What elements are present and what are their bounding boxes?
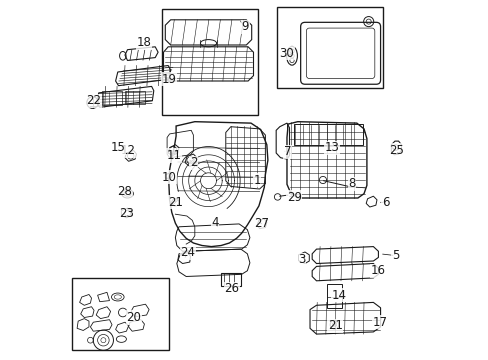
Text: 30: 30 bbox=[279, 47, 294, 60]
Text: 23: 23 bbox=[119, 207, 134, 220]
Text: 25: 25 bbox=[388, 144, 403, 157]
Text: 3: 3 bbox=[297, 253, 305, 266]
Text: 22: 22 bbox=[86, 94, 102, 107]
Text: 2: 2 bbox=[189, 156, 197, 169]
Text: 18: 18 bbox=[137, 36, 152, 49]
Text: 14: 14 bbox=[331, 289, 346, 302]
Text: 15: 15 bbox=[110, 141, 125, 154]
Text: 21: 21 bbox=[167, 196, 183, 209]
Text: 28: 28 bbox=[117, 185, 132, 198]
Text: 21: 21 bbox=[327, 319, 342, 332]
Text: 11: 11 bbox=[166, 149, 182, 162]
Text: 19: 19 bbox=[161, 73, 176, 86]
Bar bbox=[294, 124, 362, 145]
Text: 16: 16 bbox=[370, 264, 385, 277]
Text: 8: 8 bbox=[347, 177, 355, 190]
Bar bbox=[102, 91, 122, 105]
Text: 17: 17 bbox=[372, 316, 387, 329]
Text: 10: 10 bbox=[161, 171, 176, 184]
Text: 5: 5 bbox=[391, 249, 399, 262]
Text: 7: 7 bbox=[284, 145, 291, 158]
Text: 29: 29 bbox=[286, 191, 301, 204]
Bar bbox=[276, 7, 382, 88]
Text: 27: 27 bbox=[254, 217, 269, 230]
Bar bbox=[326, 284, 341, 308]
Text: 13: 13 bbox=[324, 141, 338, 154]
Bar bbox=[125, 91, 144, 104]
Bar bbox=[72, 278, 168, 350]
Text: 6: 6 bbox=[381, 196, 388, 209]
Text: 26: 26 bbox=[224, 282, 239, 295]
Text: 12: 12 bbox=[121, 144, 136, 157]
Text: 20: 20 bbox=[126, 311, 141, 324]
Text: 1: 1 bbox=[253, 174, 260, 186]
Bar bbox=[221, 273, 241, 286]
Bar bbox=[162, 9, 258, 115]
Text: 9: 9 bbox=[241, 21, 248, 33]
Text: 24: 24 bbox=[180, 246, 195, 259]
Text: 4: 4 bbox=[211, 216, 218, 229]
